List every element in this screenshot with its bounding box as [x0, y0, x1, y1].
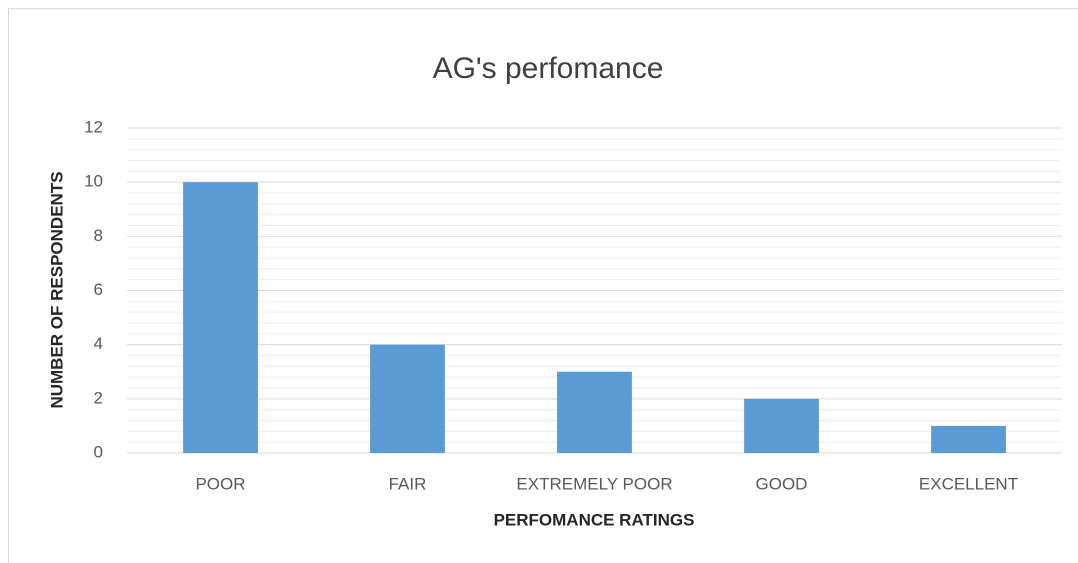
- y-tick-label: 12: [84, 117, 103, 136]
- chart-title: AG's perfomance: [433, 52, 664, 85]
- bar: [557, 371, 632, 453]
- x-tick-label: EXCELLENT: [919, 474, 1018, 493]
- x-tick-label: EXTREMELY POOR: [516, 474, 672, 493]
- y-tick-label: 0: [94, 442, 103, 461]
- x-tick-label: POOR: [195, 474, 245, 493]
- bar: [370, 344, 445, 453]
- bar: [744, 398, 819, 453]
- x-axis-title: PERFOMANCE RATINGS: [494, 510, 695, 529]
- y-tick-label: 6: [94, 280, 103, 299]
- y-tick-label: 10: [84, 172, 103, 191]
- y-tick-label: 8: [94, 226, 103, 245]
- y-tick-label: 4: [94, 334, 103, 353]
- y-tick-label: 2: [94, 388, 103, 407]
- bar: [931, 425, 1006, 453]
- bar: [183, 182, 258, 453]
- x-tick-label: FAIR: [389, 474, 427, 493]
- x-tick-label: GOOD: [756, 474, 808, 493]
- y-axis-title: NUMBER OF RESPONDENTS: [47, 171, 66, 408]
